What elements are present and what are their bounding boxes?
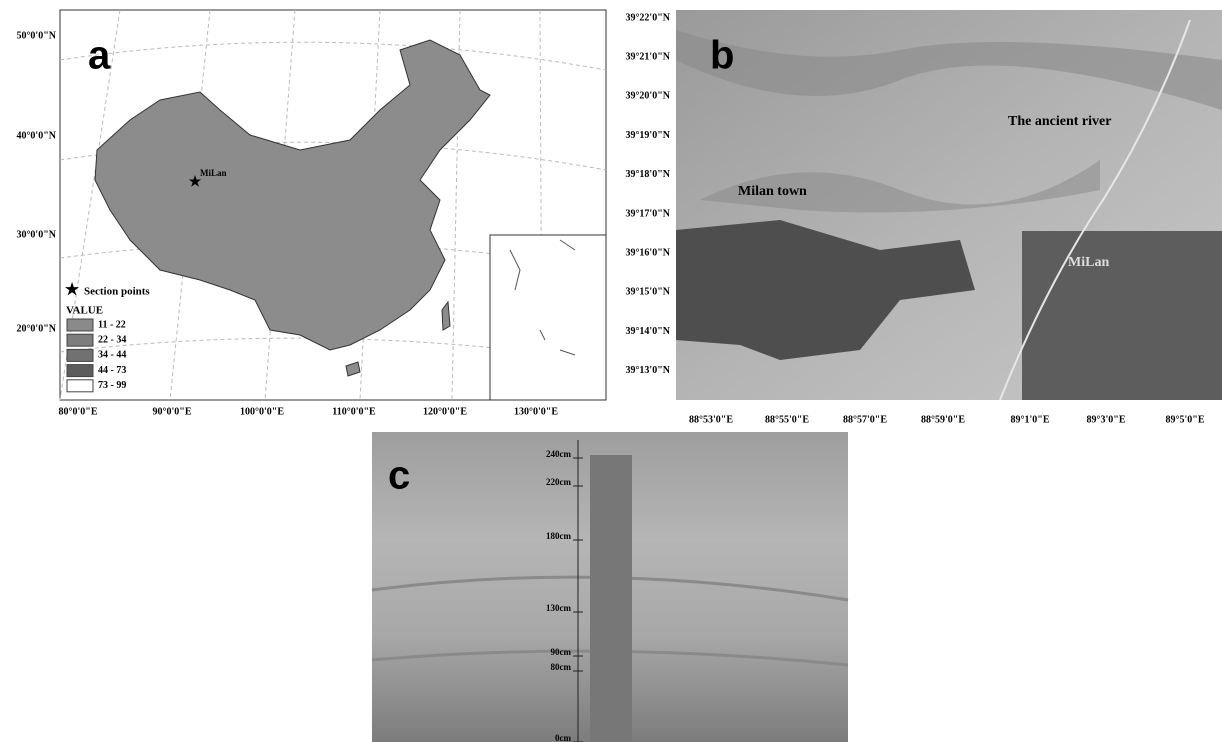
legend-swatch <box>67 380 93 392</box>
lat-label: 39°18'0"N <box>625 169 670 180</box>
depth-label: 220cm <box>546 477 571 487</box>
milan-site <box>1022 231 1222 400</box>
legend-title: VALUE <box>66 305 103 317</box>
lon-label: 80°0'0"E <box>59 406 98 417</box>
lat-label: 39°15'0"N <box>625 287 670 298</box>
lon-label: 88°57'0"E <box>843 414 887 425</box>
lon-label: 100°0'0"E <box>240 406 284 417</box>
lon-label: 88°55'0"E <box>765 414 809 425</box>
inset-frame <box>490 235 606 400</box>
lat-label: 39°20'0"N <box>625 91 670 102</box>
lat-label: 39°13'0"N <box>625 365 670 376</box>
depth-label: 80cm <box>551 662 572 672</box>
place-label: The ancient river <box>1008 114 1111 129</box>
figure: ★ MiLan a ★ Section points VALUE b Milan… <box>0 0 1222 742</box>
lat-label: 39°22'0"N <box>625 12 670 23</box>
legend-swatch <box>67 365 93 377</box>
lat-label: 39°21'0"N <box>625 51 670 62</box>
lon-label: 88°59'0"E <box>921 414 965 425</box>
lat-label: 50°0'0"N <box>16 30 56 41</box>
legend-class: 73 - 99 <box>98 380 126 391</box>
lat-label: 39°14'0"N <box>625 326 670 337</box>
legend-swatch <box>67 334 93 346</box>
lat-label: 30°0'0"N <box>16 229 56 240</box>
panel-letter: a <box>88 34 111 78</box>
lat-label: 39°17'0"N <box>625 208 670 219</box>
depth-label: 0cm <box>555 733 571 742</box>
depth-label: 180cm <box>546 531 571 541</box>
lat-label: 40°0'0"N <box>16 130 56 141</box>
lat-label: 39°16'0"N <box>625 247 670 258</box>
place-label: Milan town <box>738 184 807 199</box>
place-label: MiLan <box>200 168 227 178</box>
panel-b: b Milan town The ancient river MiLan <box>676 10 1222 400</box>
lon-label: 90°0'0"E <box>153 406 192 417</box>
lat-label: 39°19'0"N <box>625 130 670 141</box>
lon-label: 89°1'0"E <box>1011 414 1050 425</box>
sampling-trench <box>590 455 632 742</box>
lat-label: 20°0'0"N <box>16 323 56 334</box>
legend-swatch <box>67 349 93 361</box>
panel-c: c <box>372 432 848 742</box>
lon-label: 120°0'0"E <box>423 406 467 417</box>
legend-marker-label: Section points <box>84 286 150 298</box>
lon-label: 110°0'0"E <box>332 406 376 417</box>
legend-star: ★ <box>65 282 80 299</box>
legend-class: 11 - 22 <box>98 319 126 330</box>
panel-letter: b <box>710 34 734 78</box>
legend-swatch <box>67 319 93 331</box>
legend-class: 34 - 44 <box>98 350 126 361</box>
panel-letter: c <box>388 454 410 498</box>
lon-label: 130°0'0"E <box>514 406 558 417</box>
depth-label: 90cm <box>551 647 572 657</box>
legend-class: 44 - 73 <box>98 365 126 376</box>
panel-a: ★ MiLan a ★ Section points VALUE <box>60 10 606 400</box>
depth-label: 240cm <box>546 449 571 459</box>
lon-label: 89°5'0"E <box>1166 414 1205 425</box>
lon-label: 89°3'0"E <box>1087 414 1126 425</box>
lon-label: 88°53'0"E <box>689 414 733 425</box>
depth-label: 130cm <box>546 603 571 613</box>
legend-class: 22 - 34 <box>98 334 126 345</box>
place-label: MiLan <box>1068 255 1109 270</box>
